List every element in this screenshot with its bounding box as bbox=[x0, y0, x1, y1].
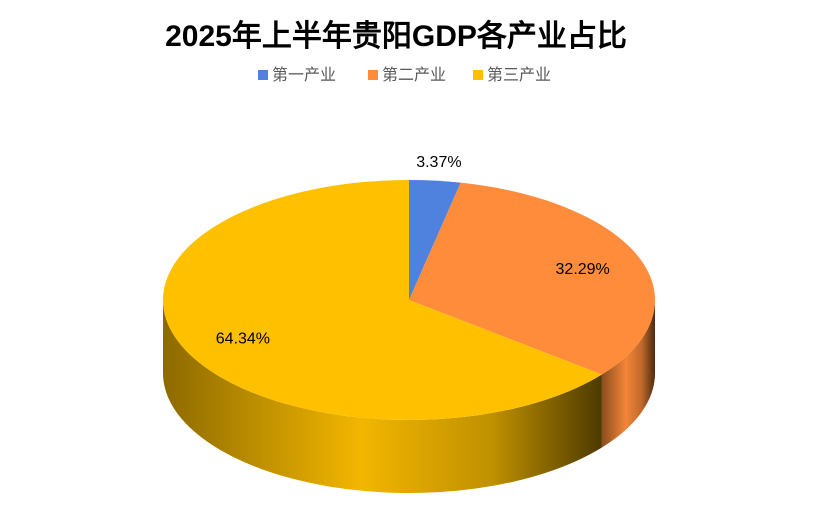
data-label: 3.37% bbox=[416, 154, 461, 171]
side-shade bbox=[162, 300, 602, 493]
data-label: 32.29% bbox=[556, 261, 610, 278]
slice bbox=[162, 180, 602, 420]
legend-label: 第二产业 bbox=[382, 66, 446, 84]
chart-title: 2025年上半年贵阳GDP各产业占比 bbox=[165, 19, 627, 53]
slice bbox=[409, 180, 461, 300]
legend-swatch bbox=[473, 70, 483, 80]
legend-label: 第三产业 bbox=[487, 66, 551, 84]
side-shade bbox=[601, 300, 655, 448]
data-label: 64.34% bbox=[216, 330, 270, 347]
slice bbox=[409, 182, 656, 375]
legend-label: 第一产业 bbox=[272, 66, 336, 84]
legend-swatch bbox=[258, 70, 268, 80]
legend-swatch bbox=[368, 70, 378, 80]
